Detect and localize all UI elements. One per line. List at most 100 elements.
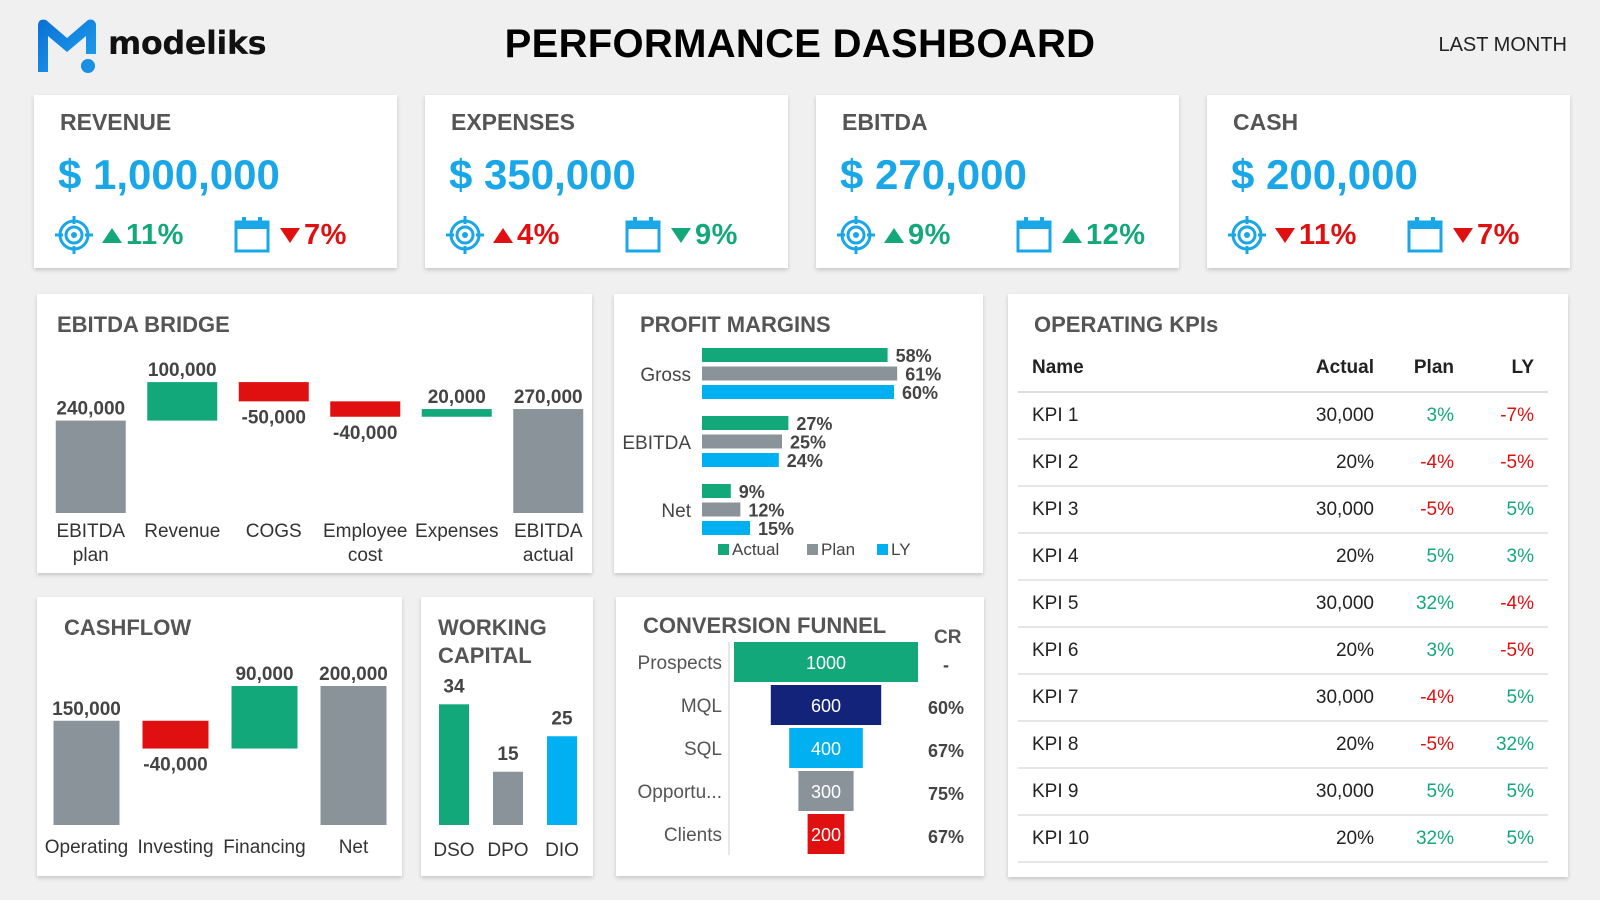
bridge-category-label: EBITDA [514,521,583,542]
bridge-category-label: Employee [323,521,408,542]
vs-period-group: 9% [623,215,738,255]
brand-name: modeliks [108,24,267,62]
table-row: KPI 3 30,000 -5% 5% [1018,486,1548,534]
wc-bar [439,704,469,825]
column-header-actual: Actual [1268,344,1388,393]
legend-label: Actual [732,540,779,559]
kpi-ly-cell: -4% [1468,580,1548,628]
bridge-category-label: EBITDA [56,521,125,542]
kpi-actual-cell: 30,000 [1268,580,1388,628]
wc-category-label: DSO [433,840,474,861]
cashflow-bar [53,720,120,825]
target-icon [55,216,93,254]
margin-category-label: Net [661,501,691,522]
kpi-ly-cell: 5% [1468,674,1548,722]
page-title: PERFORMANCE DASHBOARD [504,22,1096,66]
kpi-value: $ 350,000 [449,151,636,198]
margin-value-label: 60% [902,383,938,403]
funnel-cr-header: CR [934,627,962,648]
kpi-plan-cell: -4% [1388,439,1468,487]
bridge-value-label: -40,000 [333,423,397,444]
funnel-stage-label: Prospects [638,653,722,674]
kpi-plan-cell: 32% [1388,580,1468,628]
kpi-name-cell: KPI 7 [1018,674,1268,722]
cashflow-category-label: Financing [223,837,305,858]
kpi-actual-cell: 20% [1268,533,1388,581]
margin-value-label: 27% [796,414,832,434]
margin-bar-actual [702,416,789,430]
vs-target-group: 4% [445,215,560,255]
kpi-comparison-row: 4% 9% [445,215,775,255]
trend-arrow-icon [1453,227,1473,243]
margin-value-label: 58% [896,346,932,366]
kpi-actual-cell: 30,000 [1268,674,1388,722]
kpi-card-expenses: EXPENSES $ 350,000 4% [425,95,788,268]
vs-period-group: 12% [1014,215,1146,255]
operating-kpis-card: OPERATING KPIs Name Actual Plan LY KPI 1… [1008,294,1568,877]
column-header-plan: Plan [1388,344,1468,393]
bridge-value-label: -50,000 [242,407,306,428]
kpi-title: EBITDA [842,109,928,135]
kpi-title: CASH [1233,109,1299,135]
calendar-icon [1016,217,1052,253]
funnel-value-label: 400 [811,739,841,759]
margin-bar-actual [702,348,888,362]
kpi-ly-cell: 32% [1468,721,1548,769]
margin-bar-actual [702,484,731,498]
trend-arrow-icon [493,227,513,243]
working-capital-chart: 34 DSO 15 DPO 25 DIO [433,676,578,861]
funnel-cr-value: 67% [928,741,964,761]
period-selector[interactable]: LAST MONTH [1438,34,1567,56]
kpi-ly-cell: 5% [1468,768,1548,816]
working-capital-card: WORKING CAPITAL 34 DSO 15 DPO 25 DIO [421,597,593,876]
table-row: KPI 2 20% -4% -5% [1018,439,1548,487]
kpi-title: EXPENSES [451,109,575,135]
target-icon [446,216,484,254]
kpi-value: $ 1,000,000 [58,151,280,198]
bridge-value-label: 240,000 [56,399,125,420]
kpi-name-cell: KPI 2 [1018,439,1268,487]
funnel-bar [807,814,845,854]
table-row: KPI 5 30,000 32% -4% [1018,580,1548,628]
kpi-name-cell: KPI 9 [1018,768,1268,816]
cashflow-bar [142,720,209,749]
wc-category-label: DPO [487,840,528,861]
wc-bar [547,736,577,825]
kpi-name-cell: KPI 4 [1018,533,1268,581]
kpi-actual-cell: 20% [1268,627,1388,675]
bridge-category-label: Revenue [144,521,220,542]
wc-value-label: 25 [551,708,573,729]
vs-period-pct: 7% [304,218,347,251]
cashflow-category-label: Net [339,837,369,858]
kpi-card-cash: CASH $ 200,000 11% [1207,95,1570,268]
vs-period-pct: 7% [1477,218,1520,251]
vs-target-pct: 4% [517,218,560,251]
kpi-plan-cell: 5% [1388,533,1468,581]
cashflow-category-label: Investing [137,837,213,858]
kpi-plan-cell: -5% [1388,721,1468,769]
kpi-value: $ 200,000 [1231,151,1418,198]
funnel-bar [770,685,882,725]
kpi-name-cell: KPI 5 [1018,580,1268,628]
conversion-funnel-chart: 1000 Prospects - 600 MQL 60% 400 SQL 67% 300 Oppor… [638,642,964,855]
profit-margins-card: PROFIT MARGINS Gross 58% 61% 60% EBITDA 27% 25… [614,294,983,573]
margin-value-label: 9% [739,482,765,502]
wc-bar [493,771,523,825]
legend-label: LY [891,540,911,559]
cashflow-value-label: 200,000 [319,664,388,685]
trend-arrow-icon [671,227,691,243]
brand-logo: modeliks [36,16,276,76]
kpi-comparison-row: 11% 7% [1227,215,1557,255]
funnel-bar [734,642,918,682]
kpi-ly-cell: 5% [1468,486,1548,534]
margin-value-label: 12% [748,501,784,521]
wc-value-label: 15 [497,744,519,765]
kpi-card-revenue: REVENUE $ 1,000,000 11% [34,95,397,268]
kpi-plan-cell: 5% [1388,768,1468,816]
kpi-ly-cell: -5% [1468,627,1548,675]
bridge-category-label: COGS [246,521,302,542]
funnel-cr-value: 60% [928,698,964,718]
funnel-bar [798,771,854,811]
calendar-icon [234,217,270,253]
column-header-name: Name [1018,344,1268,393]
